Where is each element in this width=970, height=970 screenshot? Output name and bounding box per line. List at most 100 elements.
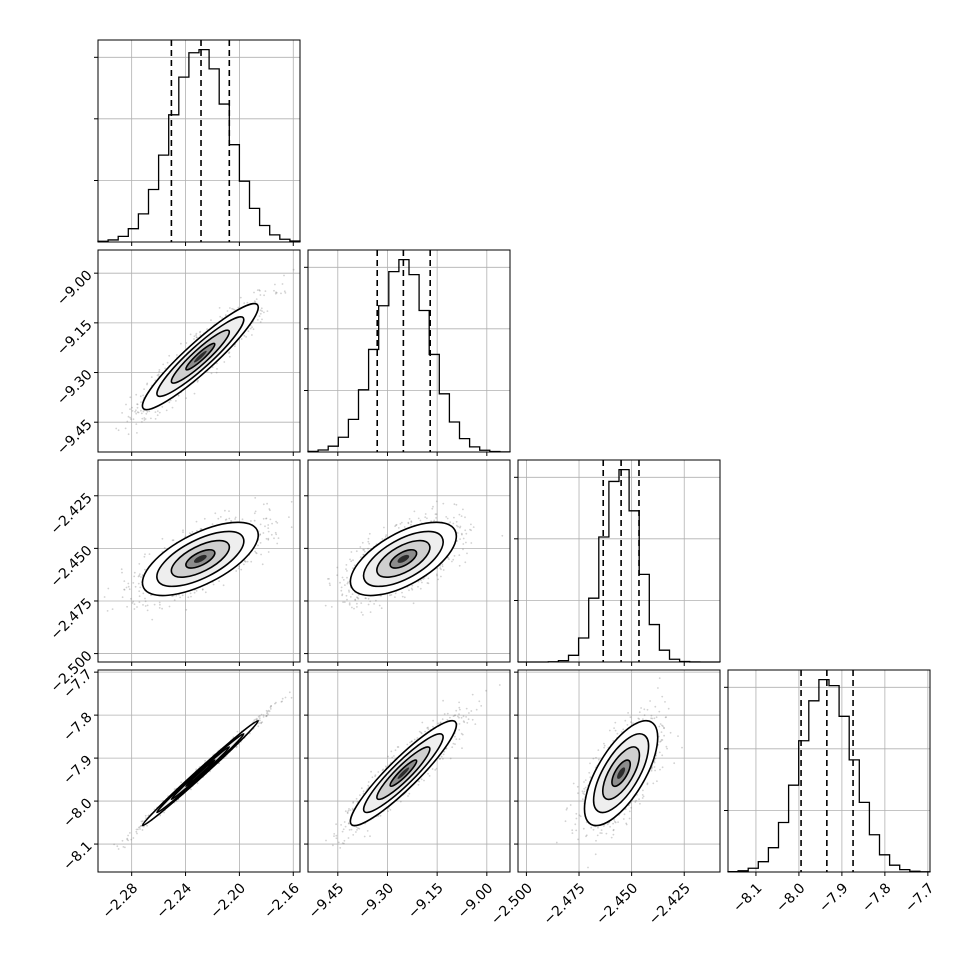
sample-point xyxy=(290,696,293,699)
sample-point xyxy=(261,563,264,566)
sample-point xyxy=(343,601,346,603)
histogram-step-2 xyxy=(518,468,720,663)
sample-point xyxy=(196,336,198,339)
sample-point xyxy=(461,533,463,536)
sample-point xyxy=(433,519,436,522)
sample-point xyxy=(394,592,397,595)
sample-point xyxy=(458,554,461,556)
sample-point xyxy=(237,306,240,309)
sample-point xyxy=(453,516,455,519)
sample-point xyxy=(453,555,456,557)
sample-point xyxy=(140,576,142,578)
sample-point xyxy=(351,593,354,595)
sample-point xyxy=(185,397,188,400)
contour-line-2 xyxy=(156,530,245,588)
sample-point xyxy=(341,594,343,597)
sample-point xyxy=(120,568,123,571)
contour-line-2 xyxy=(156,316,245,398)
sample-point xyxy=(269,509,271,512)
sample-point xyxy=(368,532,371,535)
sample-point xyxy=(265,517,267,520)
contour-line-0 xyxy=(185,548,216,569)
sample-point xyxy=(199,528,202,530)
sample-point xyxy=(125,403,127,406)
sample-point xyxy=(133,603,136,606)
sample-point xyxy=(256,319,259,321)
sample-point xyxy=(121,571,123,574)
density-fill xyxy=(193,350,207,363)
sample-point xyxy=(173,599,176,601)
sample-point xyxy=(434,513,437,516)
sample-point xyxy=(262,503,265,506)
sample-point xyxy=(447,556,449,559)
sample-point xyxy=(199,330,202,333)
sample-point xyxy=(252,328,255,331)
sample-point xyxy=(221,317,224,319)
sample-point xyxy=(127,839,130,842)
sample-point xyxy=(348,591,350,593)
sample-point xyxy=(284,292,287,294)
sample-point xyxy=(129,416,132,419)
sample-point xyxy=(397,527,400,529)
sample-point xyxy=(281,697,284,700)
sample-point xyxy=(256,289,259,291)
sample-point xyxy=(126,605,128,608)
sample-point xyxy=(217,517,220,520)
sample-point xyxy=(132,582,135,584)
sample-point xyxy=(123,580,126,582)
sample-point xyxy=(259,294,262,296)
sample-point xyxy=(143,388,146,390)
sample-point xyxy=(139,586,142,589)
sample-point xyxy=(190,595,192,598)
sample-point xyxy=(224,519,227,521)
sample-point xyxy=(469,528,471,531)
sample-point xyxy=(410,521,413,523)
sample-point xyxy=(273,289,275,292)
sample-point xyxy=(455,503,458,506)
sample-point xyxy=(130,597,132,600)
sample-point xyxy=(259,309,262,312)
sample-point xyxy=(127,585,130,588)
sample-point xyxy=(288,516,290,518)
sample-point xyxy=(452,558,455,561)
sample-point xyxy=(203,517,206,520)
sample-point xyxy=(211,523,214,525)
sample-point xyxy=(159,603,161,606)
sample-point xyxy=(259,312,262,315)
sample-point xyxy=(421,581,423,584)
sample-point xyxy=(182,531,184,533)
sample-point xyxy=(340,589,343,592)
sample-point xyxy=(175,594,178,597)
sample-point xyxy=(169,399,172,402)
sample-point xyxy=(435,500,438,503)
sample-point xyxy=(266,310,269,312)
sample-point xyxy=(116,845,119,848)
sample-point xyxy=(142,592,145,595)
sample-point xyxy=(385,534,388,536)
sample-point xyxy=(158,607,161,609)
sample-point xyxy=(330,606,333,608)
sample-point xyxy=(153,603,156,606)
sample-point xyxy=(456,532,459,534)
sample-point xyxy=(142,604,144,606)
sample-point xyxy=(148,410,151,413)
sample-point xyxy=(139,828,141,830)
sample-point xyxy=(449,521,452,524)
histogram-panel-2 xyxy=(514,459,721,666)
sample-point xyxy=(195,332,198,335)
sample-point xyxy=(356,596,359,599)
sample-point xyxy=(412,602,415,605)
sample-point xyxy=(168,605,171,608)
sample-point xyxy=(431,507,434,510)
sample-point xyxy=(352,559,354,562)
sample-point xyxy=(175,400,177,402)
sample-point xyxy=(138,574,141,577)
sample-point xyxy=(355,550,358,553)
histogram-step-3 xyxy=(727,678,931,873)
sample-point xyxy=(266,502,268,505)
sample-point xyxy=(156,410,159,412)
sample-point xyxy=(267,713,269,715)
sample-point xyxy=(115,427,118,430)
sample-point xyxy=(269,708,272,710)
sample-point xyxy=(159,814,162,817)
